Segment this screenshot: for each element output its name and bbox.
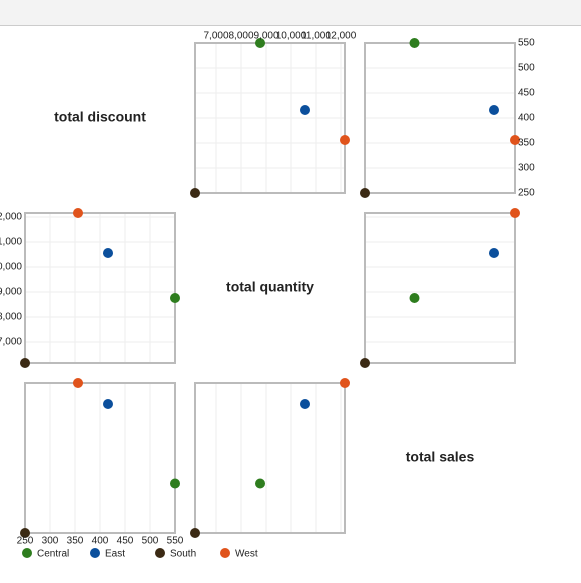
point	[255, 478, 265, 489]
point	[300, 105, 310, 115]
y-tick-label: 350	[518, 138, 535, 149]
x-tick-label: 12,000	[326, 31, 357, 42]
point	[103, 248, 113, 258]
x-tick-label: 10,000	[276, 31, 307, 42]
x-tick-label: 350	[67, 536, 84, 547]
point	[340, 378, 350, 388]
point	[300, 399, 310, 409]
legend-label: East	[105, 549, 125, 560]
x-tick-label: 450	[117, 536, 134, 547]
point	[409, 38, 420, 48]
point	[489, 105, 499, 115]
y-tick-label: 500	[518, 63, 535, 74]
y-tick-label: 12,000	[0, 212, 22, 223]
legend-marker	[90, 548, 100, 558]
legend-marker	[22, 548, 32, 558]
x-tick-label: 550	[167, 536, 184, 547]
legend-label: Central	[37, 549, 69, 560]
y-tick-label: 450	[518, 88, 535, 99]
x-tick-label: 300	[42, 536, 59, 547]
y-tick-label: 550	[518, 38, 535, 49]
panel-frame	[24, 212, 176, 364]
toolbar	[0, 0, 581, 26]
point	[73, 378, 83, 388]
legend-marker	[220, 548, 230, 558]
point	[20, 358, 30, 368]
point	[409, 293, 420, 303]
y-tick-label: 300	[518, 163, 535, 174]
point	[190, 188, 200, 198]
x-tick-label: 11,000	[301, 31, 331, 42]
y-tick-label: 9,000	[0, 287, 22, 298]
point	[360, 188, 370, 198]
point	[170, 293, 180, 303]
point	[510, 135, 520, 145]
legend-label: West	[235, 549, 258, 560]
y-tick-label: 11,000	[0, 237, 22, 248]
y-tick-label: 400	[518, 113, 535, 124]
point	[20, 528, 30, 538]
point	[489, 248, 499, 258]
point	[255, 38, 265, 48]
y-tick-label: 7,000	[0, 337, 22, 348]
x-tick-label: 8,000	[228, 31, 253, 42]
panel-frame	[194, 42, 346, 194]
x-tick-label: 9,000	[253, 31, 278, 42]
point	[190, 528, 200, 538]
panel-frame	[364, 42, 516, 194]
x-tick-label: 400	[92, 536, 109, 547]
y-tick-label: 250	[518, 188, 535, 199]
panel-frame	[24, 382, 176, 534]
point	[340, 135, 350, 145]
variable-label: total quantity	[226, 279, 314, 295]
legend-marker	[155, 548, 165, 558]
y-tick-label: 8,000	[0, 312, 22, 323]
point	[360, 358, 370, 368]
variable-label: total sales	[406, 449, 475, 465]
y-tick-label: 10,000	[0, 262, 22, 273]
legend-label: South	[170, 549, 196, 560]
point	[103, 399, 113, 409]
x-tick-label: 500	[142, 536, 159, 547]
variable-label: total discount	[54, 109, 146, 125]
panel-frame	[364, 212, 516, 364]
x-tick-label: 7,000	[203, 31, 228, 42]
point	[170, 478, 180, 489]
panel-frame	[194, 382, 346, 534]
x-tick-label: 250	[17, 536, 34, 547]
point	[510, 208, 520, 218]
point	[73, 208, 83, 218]
